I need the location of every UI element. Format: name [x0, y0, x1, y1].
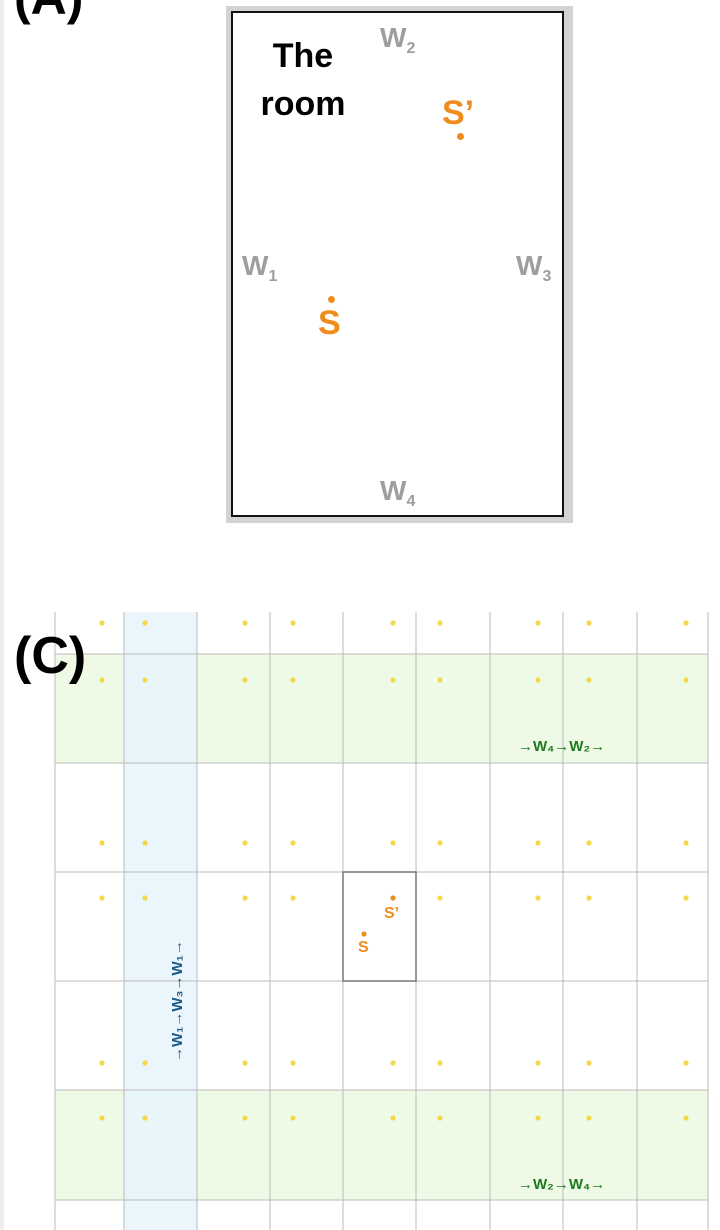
image-source-dot-21	[290, 840, 296, 846]
image-source-dot-48	[390, 1115, 396, 1121]
image-source-dot-23	[437, 840, 443, 846]
image-source-dot-42	[586, 1060, 592, 1066]
image-source-dot-43	[683, 1060, 689, 1066]
image-source-dot-44	[99, 1115, 105, 1121]
image-source-dot-19	[142, 840, 148, 846]
image-source-dot-7	[586, 620, 592, 626]
image-source-dot-2	[242, 620, 248, 626]
central-source-dot	[361, 931, 367, 937]
image-source-dot-26	[683, 840, 689, 846]
source-label: S	[318, 304, 341, 342]
image-source-dot-14	[437, 677, 443, 683]
panel-a-label: (A)	[14, 0, 83, 22]
image-source-dot-13	[390, 677, 396, 683]
image-source-dot-4	[390, 620, 396, 626]
image-source-dot-41	[535, 1060, 541, 1066]
image-source-dot-25	[586, 840, 592, 846]
band-vertical	[124, 612, 197, 1230]
image-source-dot-9	[99, 677, 105, 683]
image-source-dot-50	[535, 1115, 541, 1121]
source-prime-label: S’	[442, 94, 475, 132]
wall-2-label: W2	[380, 22, 416, 57]
image-source-dot-35	[99, 1060, 105, 1066]
image-source-dot-17	[683, 677, 689, 683]
image-source-dot-46	[242, 1115, 248, 1121]
central-source-prime-label: S’	[384, 905, 399, 922]
image-source-dot-34	[683, 895, 689, 901]
image-source-dot-52	[683, 1115, 689, 1121]
image-source-dot-29	[242, 895, 248, 901]
image-source-dot-33	[586, 895, 592, 901]
image-source-dot-28	[142, 895, 148, 901]
image-source-dot-1	[142, 620, 148, 626]
image-source-dot-45	[142, 1115, 148, 1121]
room-frame: The room	[226, 6, 573, 523]
source-prime-dot	[457, 133, 464, 140]
image-source-dot-47	[290, 1115, 296, 1121]
wall-3-label: W3	[516, 250, 552, 285]
sequence-top-horizontal: →W₄→W₂→	[518, 738, 605, 755]
wall-1-label: W1	[242, 250, 278, 285]
image-source-dot-32	[535, 895, 541, 901]
source-dot	[328, 296, 335, 303]
room-title-line2: room	[260, 84, 346, 123]
image-source-dot-39	[390, 1060, 396, 1066]
image-source-dot-15	[535, 677, 541, 683]
image-source-dot-8	[683, 620, 689, 626]
image-source-dot-31	[437, 895, 443, 901]
central-source-label: S	[358, 939, 369, 956]
image-source-dot-11	[242, 677, 248, 683]
central-source-prime-dot	[390, 895, 396, 901]
image-source-dot-38	[290, 1060, 296, 1066]
image-source-dot-51	[586, 1115, 592, 1121]
room-title: The room	[243, 33, 363, 128]
image-source-dot-0	[99, 620, 105, 626]
image-source-dot-24	[535, 840, 541, 846]
wall-4-label: W4	[380, 475, 416, 510]
image-source-dot-3	[290, 620, 296, 626]
sequence-bottom-horizontal: →W₂→W₄→	[518, 1176, 605, 1193]
image-source-dot-20	[242, 840, 248, 846]
image-source-dot-18	[99, 840, 105, 846]
image-source-dot-37	[242, 1060, 248, 1066]
image-source-dot-40	[437, 1060, 443, 1066]
image-source-dot-36	[142, 1060, 148, 1066]
image-source-dot-22	[390, 840, 396, 846]
sequence-vertical: →W₁→W₃→W₁→	[169, 940, 186, 1062]
room-title-line1: The	[272, 37, 334, 75]
image-source-dot-10	[142, 677, 148, 683]
image-source-dot-49	[437, 1115, 443, 1121]
image-source-dot-30	[290, 895, 296, 901]
image-source-dot-5	[437, 620, 443, 626]
image-source-dot-16	[586, 677, 592, 683]
central-room-cell	[342, 871, 417, 982]
panel-c-label: (C)	[14, 627, 87, 685]
image-source-dot-27	[99, 895, 105, 901]
left-edge-strip	[0, 0, 4, 1230]
image-source-dot-6	[535, 620, 541, 626]
image-source-dot-12	[290, 677, 296, 683]
room-box: The room	[231, 11, 564, 517]
